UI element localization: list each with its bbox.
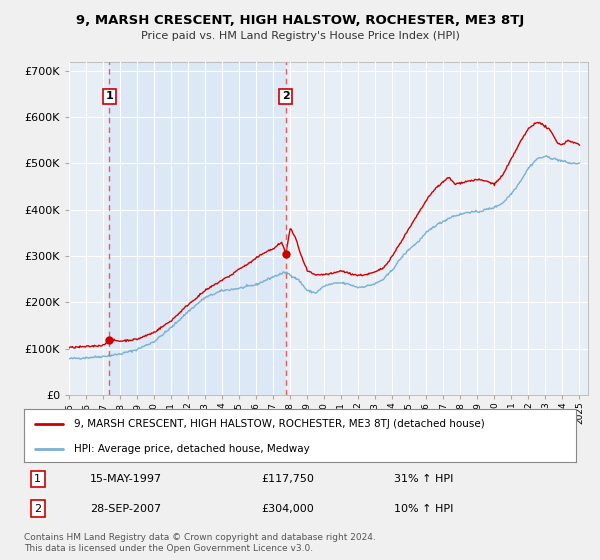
Text: 2: 2: [34, 503, 41, 514]
Text: 15-MAY-1997: 15-MAY-1997: [90, 474, 163, 484]
Text: Price paid vs. HM Land Registry's House Price Index (HPI): Price paid vs. HM Land Registry's House …: [140, 31, 460, 41]
Text: 10% ↑ HPI: 10% ↑ HPI: [394, 503, 453, 514]
Text: 31% ↑ HPI: 31% ↑ HPI: [394, 474, 453, 484]
Text: 9, MARSH CRESCENT, HIGH HALSTOW, ROCHESTER, ME3 8TJ: 9, MARSH CRESCENT, HIGH HALSTOW, ROCHEST…: [76, 14, 524, 27]
Text: 28-SEP-2007: 28-SEP-2007: [90, 503, 161, 514]
Text: £117,750: £117,750: [262, 474, 314, 484]
Text: Contains HM Land Registry data © Crown copyright and database right 2024.
This d: Contains HM Land Registry data © Crown c…: [24, 533, 376, 553]
Text: 9, MARSH CRESCENT, HIGH HALSTOW, ROCHESTER, ME3 8TJ (detached house): 9, MARSH CRESCENT, HIGH HALSTOW, ROCHEST…: [74, 419, 484, 429]
Text: £304,000: £304,000: [262, 503, 314, 514]
Bar: [109, 62, 286, 395]
Text: 2: 2: [282, 91, 290, 101]
Text: 1: 1: [106, 91, 113, 101]
Text: HPI: Average price, detached house, Medway: HPI: Average price, detached house, Medw…: [74, 444, 310, 454]
Text: 1: 1: [34, 474, 41, 484]
